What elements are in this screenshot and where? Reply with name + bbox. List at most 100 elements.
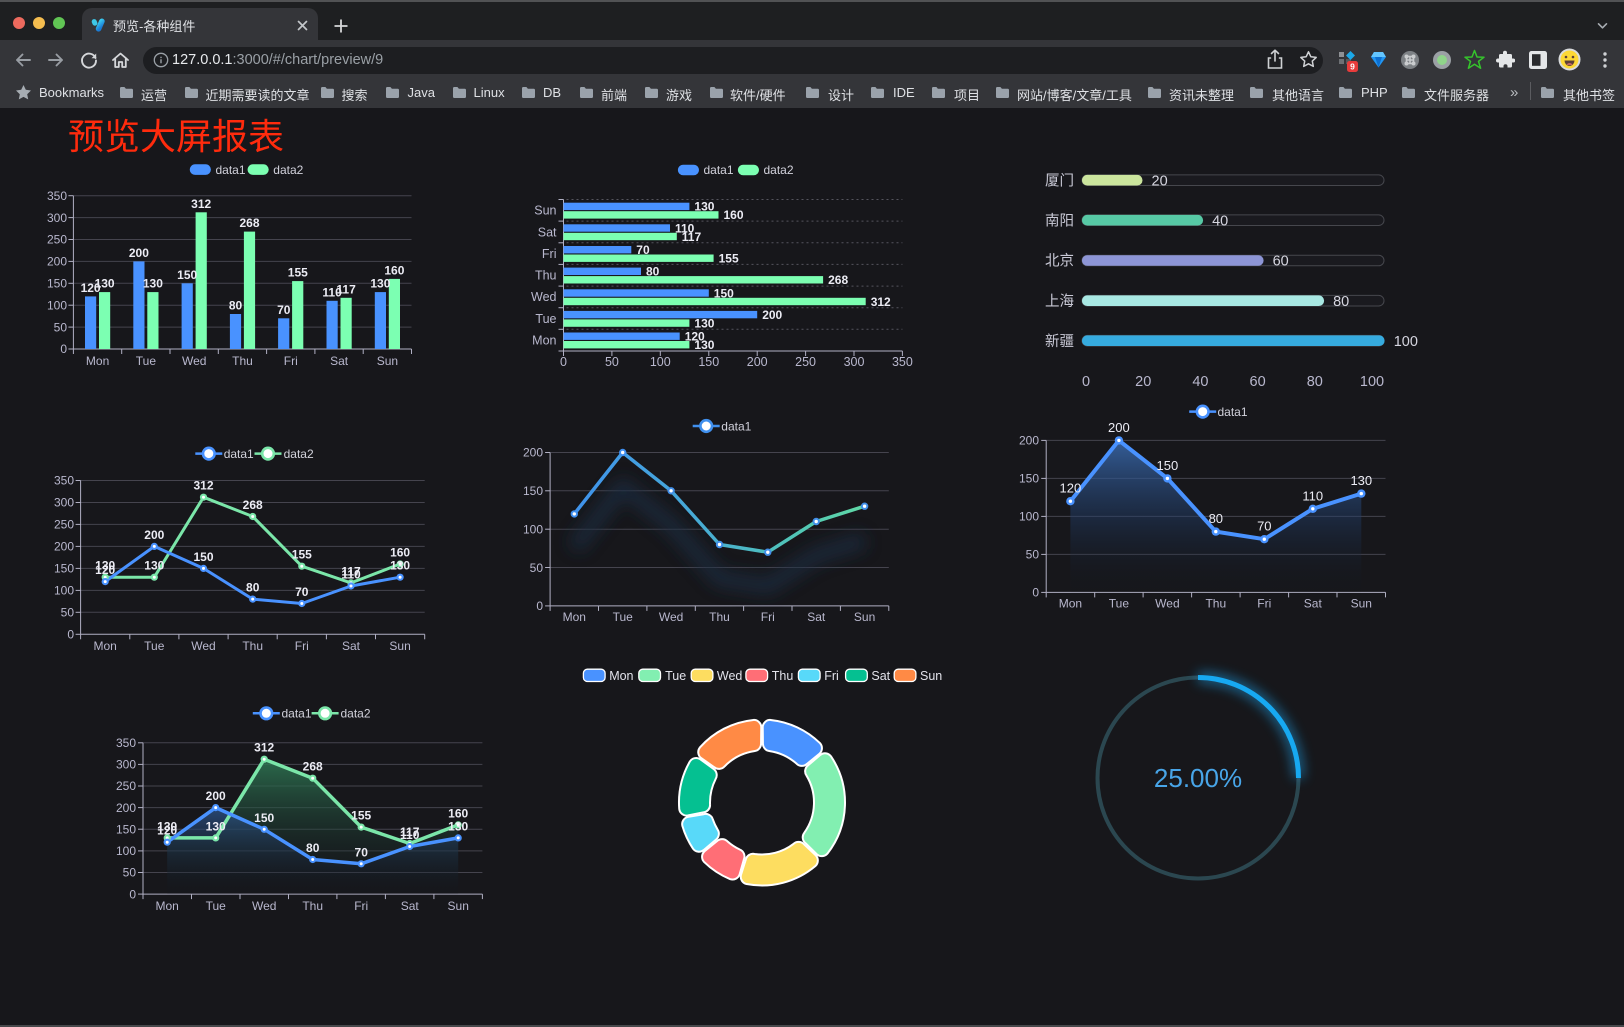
svg-text:Fri: Fri bbox=[1257, 597, 1271, 611]
svg-text:350: 350 bbox=[47, 189, 67, 203]
svg-text:0: 0 bbox=[1082, 374, 1090, 390]
svg-text:312: 312 bbox=[191, 197, 211, 211]
svg-text:130: 130 bbox=[694, 200, 714, 214]
svg-text:data2: data2 bbox=[341, 707, 371, 721]
svg-text:120: 120 bbox=[1060, 481, 1082, 496]
svg-text:Tue: Tue bbox=[144, 639, 165, 653]
svg-text:200: 200 bbox=[47, 255, 67, 269]
svg-text:250: 250 bbox=[116, 779, 136, 793]
svg-text:80: 80 bbox=[229, 299, 243, 313]
svg-text:Mon: Mon bbox=[609, 669, 633, 683]
svg-text:70: 70 bbox=[636, 243, 650, 257]
svg-text:Sun: Sun bbox=[377, 354, 398, 368]
svg-text:Thu: Thu bbox=[242, 639, 263, 653]
svg-text:60: 60 bbox=[1273, 254, 1289, 270]
svg-text:data1: data1 bbox=[282, 707, 312, 721]
svg-text:130: 130 bbox=[95, 559, 115, 573]
svg-text:117: 117 bbox=[341, 564, 361, 578]
svg-text:130: 130 bbox=[448, 819, 468, 833]
svg-text:350: 350 bbox=[54, 474, 74, 488]
svg-text:150: 150 bbox=[47, 277, 67, 291]
svg-text:80: 80 bbox=[646, 265, 660, 279]
svg-text:新疆: 新疆 bbox=[1045, 333, 1074, 350]
svg-text:100: 100 bbox=[54, 584, 74, 598]
svg-text:40: 40 bbox=[1192, 374, 1208, 390]
svg-text:100: 100 bbox=[116, 844, 136, 858]
svg-text:Wed: Wed bbox=[659, 610, 683, 624]
svg-text:100: 100 bbox=[523, 522, 543, 536]
svg-text:Thu: Thu bbox=[1205, 597, 1226, 611]
svg-text:312: 312 bbox=[193, 479, 213, 493]
svg-text:Fri: Fri bbox=[542, 247, 557, 261]
svg-text:268: 268 bbox=[239, 216, 259, 230]
svg-text:北京: 北京 bbox=[1045, 253, 1074, 270]
svg-text:data1: data1 bbox=[721, 419, 751, 433]
svg-text:0: 0 bbox=[1032, 586, 1039, 600]
svg-text:130: 130 bbox=[144, 559, 164, 573]
svg-text:Tue: Tue bbox=[665, 669, 686, 683]
svg-text:20: 20 bbox=[1135, 374, 1151, 390]
svg-text:100: 100 bbox=[650, 355, 671, 369]
svg-text:200: 200 bbox=[206, 789, 226, 803]
svg-text:70: 70 bbox=[355, 845, 369, 859]
svg-text:data2: data2 bbox=[284, 447, 314, 461]
svg-text:Sun: Sun bbox=[389, 639, 410, 653]
svg-text:50: 50 bbox=[605, 355, 619, 369]
svg-text:Thu: Thu bbox=[709, 610, 730, 624]
svg-text:200: 200 bbox=[1019, 434, 1039, 448]
svg-text:Mon: Mon bbox=[532, 334, 556, 348]
svg-text:0: 0 bbox=[67, 628, 74, 642]
svg-text:Thu: Thu bbox=[535, 269, 557, 283]
svg-text:120: 120 bbox=[157, 824, 177, 838]
svg-text:Sat: Sat bbox=[1304, 597, 1323, 611]
svg-text:268: 268 bbox=[243, 498, 263, 512]
svg-text:100: 100 bbox=[47, 298, 67, 312]
svg-text:130: 130 bbox=[1350, 473, 1372, 488]
svg-text:Mon: Mon bbox=[156, 899, 179, 913]
svg-text:200: 200 bbox=[523, 446, 543, 460]
svg-text:Fri: Fri bbox=[354, 899, 368, 913]
svg-text:Sat: Sat bbox=[807, 610, 826, 624]
svg-text:155: 155 bbox=[288, 266, 308, 280]
svg-text:Sun: Sun bbox=[854, 610, 875, 624]
svg-text:250: 250 bbox=[795, 355, 816, 369]
svg-text:Thu: Thu bbox=[772, 669, 794, 683]
svg-text:100: 100 bbox=[1394, 334, 1418, 350]
svg-text:40: 40 bbox=[1212, 213, 1228, 229]
svg-text:Tue: Tue bbox=[613, 610, 634, 624]
svg-text:70: 70 bbox=[295, 585, 309, 599]
svg-text:117: 117 bbox=[682, 230, 702, 244]
svg-text:Sat: Sat bbox=[401, 899, 420, 913]
svg-text:0: 0 bbox=[60, 342, 67, 356]
svg-text:data2: data2 bbox=[273, 163, 303, 177]
svg-text:350: 350 bbox=[892, 355, 913, 369]
svg-text:200: 200 bbox=[747, 355, 768, 369]
svg-text:Sat: Sat bbox=[342, 639, 361, 653]
svg-text:Tue: Tue bbox=[1109, 597, 1130, 611]
svg-text:200: 200 bbox=[116, 801, 136, 815]
svg-text:Tue: Tue bbox=[535, 312, 556, 326]
svg-text:150: 150 bbox=[193, 550, 213, 564]
svg-text:100: 100 bbox=[1019, 510, 1039, 524]
svg-text:130: 130 bbox=[143, 277, 163, 291]
svg-text:130: 130 bbox=[694, 338, 714, 352]
svg-text:130: 130 bbox=[370, 277, 390, 291]
svg-text:200: 200 bbox=[54, 540, 74, 554]
svg-text:Fri: Fri bbox=[295, 639, 309, 653]
svg-text:312: 312 bbox=[871, 295, 891, 309]
svg-text:160: 160 bbox=[448, 806, 468, 820]
svg-text:200: 200 bbox=[144, 528, 164, 542]
svg-text:Wed: Wed bbox=[531, 290, 557, 304]
svg-text:0: 0 bbox=[536, 599, 543, 613]
svg-text:70: 70 bbox=[277, 303, 291, 317]
svg-text:130: 130 bbox=[694, 316, 714, 330]
svg-text:50: 50 bbox=[530, 561, 544, 575]
svg-text:160: 160 bbox=[724, 208, 744, 222]
svg-text:150: 150 bbox=[1157, 458, 1179, 473]
svg-text:Sun: Sun bbox=[920, 669, 942, 683]
svg-text:300: 300 bbox=[54, 496, 74, 510]
svg-text:厦门: 厦门 bbox=[1045, 172, 1074, 189]
svg-text:120: 120 bbox=[81, 281, 101, 295]
svg-text:Fri: Fri bbox=[284, 354, 298, 368]
svg-text:50: 50 bbox=[54, 320, 68, 334]
